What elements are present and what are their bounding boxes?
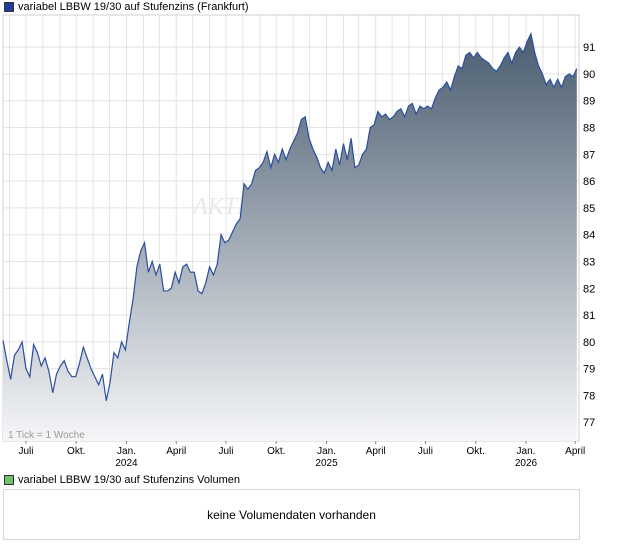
price-legend: variabel LBBW 19/30 auf Stufenzins (Fran… <box>4 0 249 14</box>
volume-panel: keine Volumendaten vorhanden <box>3 489 580 540</box>
y-tick-label: 89 <box>583 96 595 108</box>
x-tick-label: Okt. <box>67 446 85 457</box>
y-tick-label: 78 <box>583 390 595 402</box>
price-legend-label: variabel LBBW 19/30 auf Stufenzins (Fran… <box>18 1 249 13</box>
x-tick-year-label: 2025 <box>315 458 338 469</box>
x-tick-label: April <box>565 446 585 457</box>
volume-legend-label: variabel LBBW 19/30 auf Stufenzins Volum… <box>18 474 240 486</box>
y-tick-label: 88 <box>583 123 595 135</box>
tick-note: 1 Tick = 1 Woche <box>8 430 85 441</box>
y-tick-label: 87 <box>583 149 595 161</box>
x-tick-label: Jan. <box>117 446 136 457</box>
volume-legend: variabel LBBW 19/30 auf Stufenzins Volum… <box>4 473 240 487</box>
x-tick-label: Okt. <box>467 446 485 457</box>
x-tick-label: Okt. <box>267 446 285 457</box>
y-tick-label: 90 <box>583 69 595 81</box>
x-tick-label: Jan. <box>517 446 536 457</box>
x-tick-label: Juli <box>418 446 433 457</box>
y-tick-label: 86 <box>583 176 595 188</box>
x-tick-year-label: 2026 <box>515 458 538 469</box>
price-line <box>2 31 578 401</box>
volume-legend-swatch <box>4 475 14 485</box>
x-tick-label: April <box>366 446 386 457</box>
y-tick-label: 83 <box>583 256 595 268</box>
y-tick-label: 81 <box>583 310 595 322</box>
x-tick-label: Jan. <box>317 446 336 457</box>
y-tick-label: 79 <box>583 364 595 376</box>
y-tick-label: 84 <box>583 230 595 242</box>
price-legend-swatch <box>4 2 14 12</box>
y-tick-label: 77 <box>583 417 595 429</box>
x-tick-label: Juli <box>218 446 233 457</box>
y-tick-label: 91 <box>583 42 595 54</box>
x-tick-year-label: 2024 <box>115 458 138 469</box>
price-area <box>3 33 577 441</box>
x-tick-label: April <box>166 446 186 457</box>
x-tick-label: Juli <box>18 446 33 457</box>
y-tick-label: 82 <box>583 283 595 295</box>
volume-empty-text: keine Volumendaten vorhanden <box>207 507 376 522</box>
y-axis-labels: 77 78 79 80 81 82 83 84 85 86 87 88 89 90 91 <box>583 42 595 429</box>
y-tick-label: 85 <box>583 203 595 215</box>
y-tick-label: 80 <box>583 337 595 349</box>
